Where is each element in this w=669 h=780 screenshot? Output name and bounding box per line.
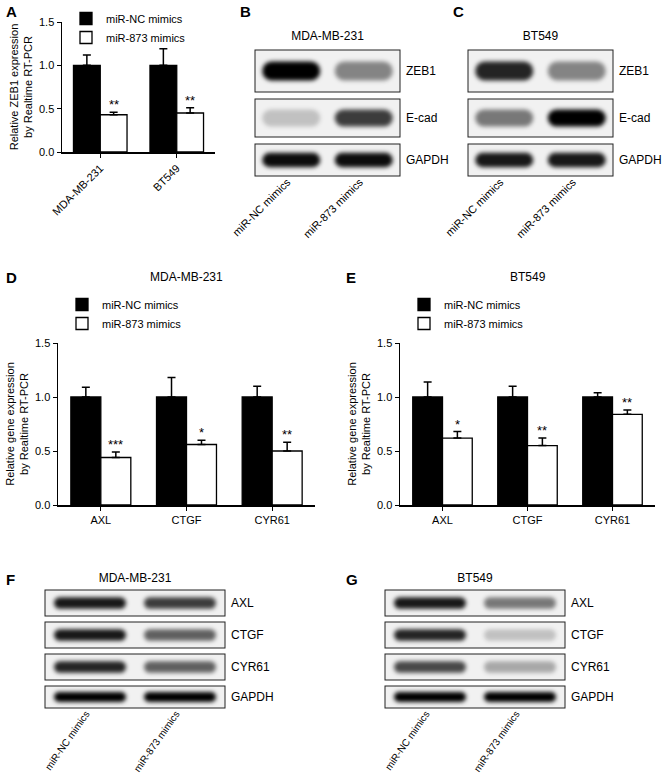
- svg-text:F: F: [6, 571, 15, 588]
- svg-text:AXL: AXL: [231, 596, 254, 610]
- svg-text:0.0: 0.0: [377, 499, 392, 511]
- svg-text:GAPDH: GAPDH: [619, 153, 662, 167]
- svg-text:1.5: 1.5: [377, 337, 392, 349]
- svg-text:D: D: [6, 269, 17, 286]
- svg-text:CTGF: CTGF: [231, 628, 264, 642]
- svg-text:AXL: AXL: [90, 514, 111, 526]
- svg-text:CYR61: CYR61: [595, 514, 630, 526]
- svg-text:CYR61: CYR61: [571, 660, 610, 674]
- svg-text:CYR61: CYR61: [231, 660, 270, 674]
- svg-text:miR-873 mimics: miR-873 mimics: [514, 176, 579, 241]
- svg-text:miR-873 mimics: miR-873 mimics: [102, 318, 181, 330]
- svg-text:miR-NC mimics: miR-NC mimics: [102, 299, 179, 311]
- svg-text:G: G: [346, 571, 358, 588]
- svg-text:AXL: AXL: [432, 514, 453, 526]
- svg-text:1.5: 1.5: [35, 337, 50, 349]
- svg-text:1.0: 1.0: [39, 59, 54, 71]
- svg-text:miR-873 mimics: miR-873 mimics: [444, 318, 523, 330]
- svg-text:1.0: 1.0: [377, 391, 392, 403]
- svg-text:1.0: 1.0: [35, 391, 50, 403]
- svg-text:MDA-MB-231: MDA-MB-231: [291, 29, 364, 43]
- svg-text:0.0: 0.0: [39, 146, 54, 158]
- svg-text:C: C: [453, 3, 464, 20]
- svg-text:E-cad: E-cad: [406, 111, 437, 125]
- svg-text:E-cad: E-cad: [619, 111, 650, 125]
- svg-text:miR-873 mimics: miR-873 mimics: [106, 32, 185, 44]
- svg-text:MDA-MB-231: MDA-MB-231: [150, 270, 223, 284]
- svg-text:miR-873 mimics: miR-873 mimics: [301, 176, 366, 241]
- svg-text:***: ***: [108, 437, 123, 452]
- svg-text:BT549: BT549: [457, 571, 493, 585]
- svg-text:Relative gene expressionby Rea: Relative gene expressionby Realtime RT-P…: [4, 362, 30, 486]
- svg-text:*: *: [455, 417, 460, 432]
- svg-text:ZEB1: ZEB1: [619, 64, 649, 78]
- svg-text:CTGF: CTGF: [513, 514, 543, 526]
- svg-text:miR-NC mimics: miR-NC mimics: [230, 176, 293, 239]
- svg-text:GAPDH: GAPDH: [406, 153, 449, 167]
- svg-text:*: *: [199, 425, 204, 440]
- svg-text:**: **: [282, 427, 292, 442]
- svg-text:E: E: [346, 269, 356, 286]
- svg-text:0.5: 0.5: [377, 445, 392, 457]
- svg-text:BT549: BT549: [510, 270, 546, 284]
- svg-text:B: B: [240, 3, 251, 20]
- svg-text:miR-NC mimics: miR-NC mimics: [444, 299, 521, 311]
- svg-text:BT549: BT549: [523, 29, 559, 43]
- svg-text:1.5: 1.5: [39, 16, 54, 28]
- svg-text:GAPDH: GAPDH: [571, 690, 614, 704]
- svg-text:miR-NC mimics: miR-NC mimics: [43, 709, 92, 772]
- svg-text:AXL: AXL: [571, 596, 594, 610]
- svg-text:miR-NC mimics: miR-NC mimics: [383, 709, 432, 772]
- svg-text:0.5: 0.5: [35, 445, 50, 457]
- svg-text:**: **: [537, 423, 547, 438]
- svg-text:miR-873 mimics: miR-873 mimics: [472, 709, 522, 774]
- svg-text:miR-NC mimics: miR-NC mimics: [443, 176, 506, 239]
- svg-text:miR-873 mimics: miR-873 mimics: [132, 709, 182, 774]
- svg-text:0.5: 0.5: [39, 103, 54, 115]
- svg-text:CYR61: CYR61: [254, 514, 289, 526]
- svg-text:Relative gene expressionby Rea: Relative gene expressionby Realtime RT-P…: [346, 362, 372, 486]
- svg-text:Relative ZEB1 expressionby Rea: Relative ZEB1 expressionby Realtime RT-P…: [8, 24, 34, 151]
- svg-text:ZEB1: ZEB1: [406, 64, 436, 78]
- svg-text:MDA-MB-231: MDA-MB-231: [50, 162, 106, 218]
- svg-text:A: A: [6, 3, 17, 20]
- svg-text:**: **: [109, 97, 119, 112]
- svg-text:**: **: [185, 93, 195, 108]
- svg-text:MDA-MB-231: MDA-MB-231: [99, 571, 172, 585]
- svg-text:BT549: BT549: [151, 162, 182, 193]
- svg-text:CTGF: CTGF: [571, 628, 604, 642]
- svg-text:miR-NC mimics: miR-NC mimics: [106, 13, 183, 25]
- svg-text:CTGF: CTGF: [172, 514, 202, 526]
- svg-text:GAPDH: GAPDH: [231, 690, 274, 704]
- svg-text:0.0: 0.0: [35, 499, 50, 511]
- svg-text:**: **: [622, 395, 632, 410]
